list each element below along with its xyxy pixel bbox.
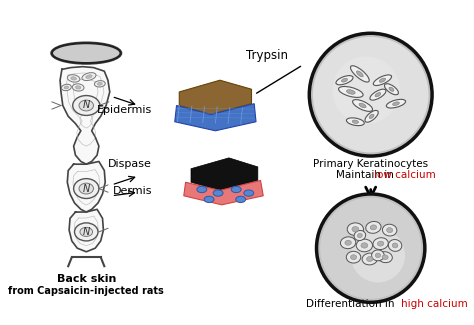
- Text: from Capsaicin-injected rats: from Capsaicin-injected rats: [9, 286, 164, 296]
- Ellipse shape: [357, 233, 362, 238]
- Ellipse shape: [383, 224, 397, 236]
- Ellipse shape: [392, 243, 398, 248]
- Text: N: N: [82, 227, 90, 237]
- Ellipse shape: [352, 227, 359, 232]
- Ellipse shape: [346, 90, 355, 94]
- Ellipse shape: [378, 252, 392, 263]
- Ellipse shape: [82, 73, 96, 81]
- Ellipse shape: [94, 81, 105, 87]
- Ellipse shape: [86, 75, 92, 78]
- Ellipse shape: [366, 256, 373, 262]
- Ellipse shape: [73, 179, 99, 199]
- Polygon shape: [191, 158, 258, 190]
- Ellipse shape: [392, 102, 400, 106]
- Ellipse shape: [350, 255, 356, 260]
- Ellipse shape: [336, 76, 353, 85]
- Text: Dispase: Dispase: [108, 159, 152, 169]
- Ellipse shape: [97, 83, 102, 85]
- Ellipse shape: [382, 255, 388, 259]
- Ellipse shape: [353, 100, 373, 111]
- Ellipse shape: [62, 84, 71, 91]
- Ellipse shape: [361, 243, 368, 248]
- Text: Back skin: Back skin: [56, 274, 116, 284]
- Ellipse shape: [72, 84, 84, 91]
- Ellipse shape: [370, 89, 386, 100]
- Polygon shape: [179, 80, 252, 114]
- Ellipse shape: [388, 240, 402, 251]
- Ellipse shape: [79, 100, 93, 111]
- Ellipse shape: [369, 114, 374, 119]
- Text: high calcium: high calcium: [401, 299, 468, 309]
- Ellipse shape: [236, 196, 246, 202]
- Ellipse shape: [387, 227, 392, 233]
- Text: Epidermis: Epidermis: [97, 105, 152, 115]
- Ellipse shape: [346, 118, 364, 126]
- Ellipse shape: [231, 186, 241, 193]
- Circle shape: [317, 194, 425, 302]
- Text: Dermis: Dermis: [113, 186, 152, 196]
- Circle shape: [332, 56, 400, 124]
- Circle shape: [351, 228, 405, 282]
- Ellipse shape: [375, 93, 381, 97]
- Ellipse shape: [362, 253, 377, 265]
- Ellipse shape: [350, 66, 369, 82]
- Ellipse shape: [377, 241, 384, 246]
- Ellipse shape: [67, 75, 80, 82]
- Ellipse shape: [386, 99, 406, 108]
- Ellipse shape: [71, 77, 76, 80]
- Text: Differentiation in: Differentiation in: [306, 299, 397, 309]
- Ellipse shape: [366, 221, 381, 233]
- Ellipse shape: [389, 87, 394, 91]
- Ellipse shape: [80, 227, 92, 236]
- Ellipse shape: [79, 183, 93, 194]
- Polygon shape: [175, 104, 256, 131]
- Ellipse shape: [75, 86, 81, 89]
- Ellipse shape: [345, 240, 351, 245]
- Ellipse shape: [197, 186, 207, 193]
- Ellipse shape: [384, 84, 399, 95]
- Ellipse shape: [346, 251, 361, 263]
- Polygon shape: [69, 209, 103, 252]
- Polygon shape: [184, 180, 263, 205]
- Text: Maintain in: Maintain in: [337, 170, 398, 180]
- Text: Primary Keratinocytes: Primary Keratinocytes: [313, 159, 428, 169]
- Ellipse shape: [244, 190, 254, 196]
- Ellipse shape: [379, 78, 386, 82]
- Ellipse shape: [74, 223, 98, 241]
- Circle shape: [310, 33, 432, 156]
- Text: low calcium: low calcium: [374, 170, 436, 180]
- Ellipse shape: [73, 96, 100, 115]
- Circle shape: [320, 198, 421, 299]
- Ellipse shape: [370, 225, 377, 230]
- Text: Trypsin: Trypsin: [246, 49, 288, 62]
- Ellipse shape: [204, 196, 214, 202]
- Polygon shape: [67, 162, 105, 212]
- Ellipse shape: [338, 86, 363, 98]
- Ellipse shape: [365, 111, 378, 122]
- Ellipse shape: [356, 71, 363, 77]
- Ellipse shape: [340, 237, 356, 249]
- Ellipse shape: [213, 190, 223, 196]
- Ellipse shape: [352, 120, 358, 124]
- Ellipse shape: [372, 250, 384, 261]
- Ellipse shape: [341, 78, 347, 82]
- Ellipse shape: [374, 75, 392, 85]
- Ellipse shape: [354, 230, 365, 240]
- Ellipse shape: [359, 103, 366, 108]
- Ellipse shape: [375, 253, 381, 258]
- Text: N: N: [82, 184, 90, 194]
- Ellipse shape: [64, 86, 69, 89]
- Ellipse shape: [356, 239, 373, 252]
- Polygon shape: [60, 67, 110, 164]
- Ellipse shape: [51, 42, 121, 64]
- Circle shape: [313, 37, 428, 152]
- Ellipse shape: [347, 223, 364, 236]
- Text: N: N: [82, 100, 90, 110]
- Ellipse shape: [373, 238, 388, 250]
